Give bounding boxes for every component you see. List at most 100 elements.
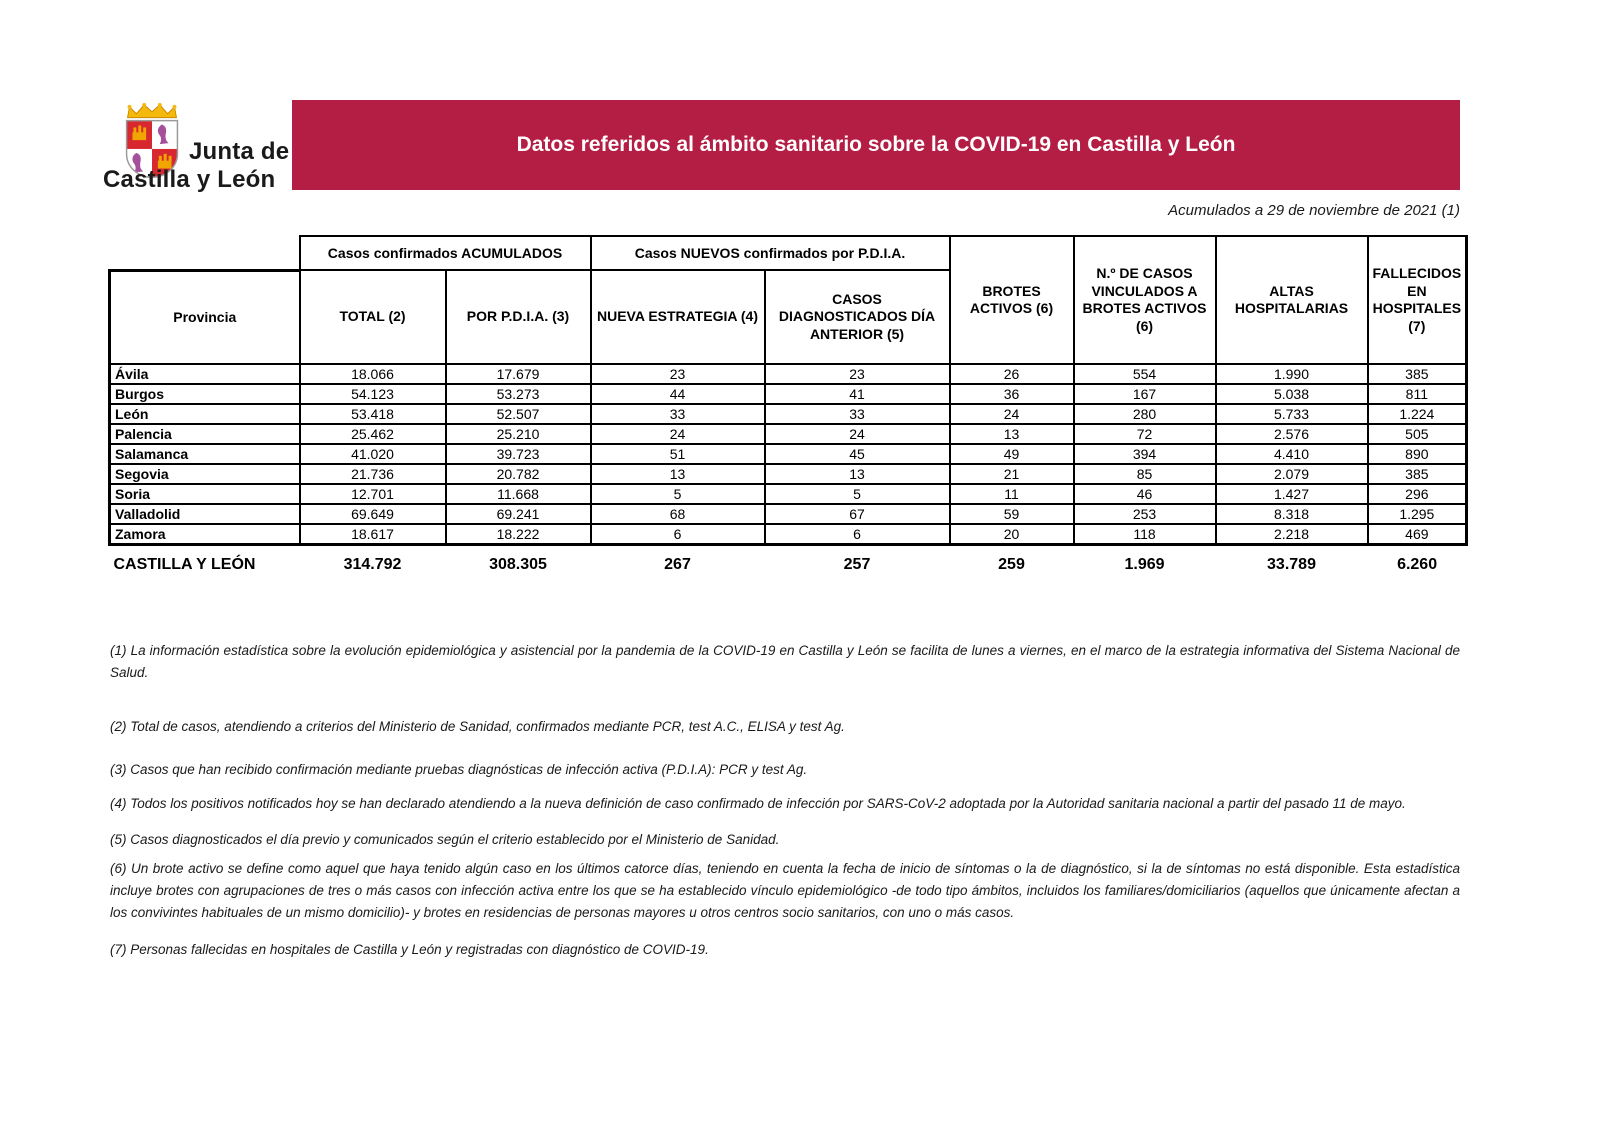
table-row: Segovia 21.736 20.782 13 13 21 85 2.079 385: [108, 463, 1469, 485]
footnotes-section: (1) La información estadística sobre la …: [110, 640, 1460, 962]
value-cell: 4.410: [1214, 443, 1369, 465]
table-row: Ávila 18.066 17.679 23 23 26 554 1.990 385: [108, 363, 1469, 385]
column-header-row: Provincia TOTAL (2) POR P.D.I.A. (3) NUE…: [108, 268, 1467, 365]
value-cell: 25.462: [298, 423, 447, 445]
value-cell: 13: [589, 463, 766, 485]
province-cell: León: [108, 403, 301, 425]
column-header-casos-vinculados: N.º DE CASOS VINCULADOS A BROTES ACTIVOS…: [1072, 235, 1217, 365]
footnote-6: (6) Un brote activo se define como aquel…: [110, 860, 1460, 921]
value-cell: 505: [1366, 423, 1469, 445]
province-cell: Burgos: [108, 383, 301, 405]
value-cell: 253: [1072, 503, 1217, 525]
footnote-5: (5) Casos diagnosticados el día previo y…: [110, 832, 780, 848]
value-cell: 36: [948, 383, 1075, 405]
value-cell: 13: [763, 463, 951, 485]
column-header-casos-diagnosticados: CASOS DIAGNOSTICADOS DÍA ANTERIOR (5): [763, 269, 951, 365]
value-cell: 1.295: [1366, 503, 1469, 525]
value-cell: 1.990: [1214, 363, 1369, 385]
value-cell: 394: [1072, 443, 1217, 465]
value-cell: 33: [589, 403, 766, 425]
value-cell: 41.020: [298, 443, 447, 465]
value-cell: 18.222: [444, 523, 592, 546]
table-row: Burgos 54.123 53.273 44 41 36 167 5.038 811: [108, 383, 1469, 405]
province-cell: Soria: [108, 483, 301, 505]
value-cell: 54.123: [298, 383, 447, 405]
column-header-altas-hospitalarias: ALTAS HOSPITALARIAS: [1214, 235, 1369, 365]
totals-value: 267: [664, 556, 691, 573]
value-cell: 296: [1366, 483, 1469, 505]
table-row: Soria 12.701 11.668 5 5 11 46 1.427 296: [108, 483, 1469, 505]
column-header-brotes-activos: BROTES ACTIVOS (6): [948, 235, 1075, 365]
table-row: Zamora 18.617 18.222 6 6 20 118 2.218 469: [108, 523, 1469, 546]
value-cell: 24: [589, 423, 766, 445]
value-cell: 69.241: [444, 503, 592, 525]
totals-value: 6.260: [1397, 556, 1438, 573]
logo-text-line2: Castilla y León: [103, 166, 276, 193]
province-cell: Segovia: [108, 463, 301, 485]
value-cell: 25.210: [444, 423, 592, 445]
junta-castilla-leon-logo: Junta de Castilla y León: [103, 100, 313, 200]
value-cell: 6: [763, 523, 951, 546]
value-cell: 41: [763, 383, 951, 405]
column-header-provincia: Provincia: [108, 268, 301, 365]
value-cell: 39.723: [444, 443, 592, 465]
value-cell: 53.273: [444, 383, 592, 405]
value-cell: 118: [1072, 523, 1217, 546]
value-cell: 44: [589, 383, 766, 405]
page-title: Datos referidos al ámbito sanitario sobr…: [516, 133, 1236, 156]
value-cell: 18.066: [298, 363, 447, 385]
value-cell: 811: [1366, 383, 1469, 405]
value-cell: 21.736: [298, 463, 447, 485]
footnote-4: (4) Todos los positivos notificados hoy …: [110, 796, 1406, 812]
value-cell: 1.224: [1366, 403, 1469, 425]
totals-row: CASTILLA Y LEÓN 314.792 308.305 267 257 …: [110, 545, 1467, 576]
totals-value: 259: [998, 556, 1025, 573]
value-cell: 280: [1072, 403, 1217, 425]
value-cell: 68: [589, 503, 766, 525]
value-cell: 2.218: [1214, 523, 1369, 546]
province-cell: Zamora: [108, 523, 301, 546]
value-cell: 85: [1072, 463, 1217, 485]
province-cell: Valladolid: [108, 503, 301, 525]
value-cell: 23: [763, 363, 951, 385]
value-cell: 11: [948, 483, 1075, 505]
column-header-nueva-estrategia: NUEVA ESTRATEGIA (4): [589, 269, 766, 365]
province-cell: Salamanca: [108, 443, 301, 465]
value-cell: 5.038: [1214, 383, 1369, 405]
value-cell: 33: [763, 403, 951, 425]
value-cell: 18.617: [298, 523, 447, 546]
value-cell: 24: [763, 423, 951, 445]
table-body: Ávila 18.066 17.679 23 23 26 554 1.990 385 Burgos…: [108, 363, 1469, 546]
value-cell: 385: [1366, 363, 1469, 385]
table-row: León 53.418 52.507 33 33 24 280 5.733 1.224: [108, 403, 1469, 425]
value-cell: 45: [763, 443, 951, 465]
value-cell: 5: [589, 483, 766, 505]
province-cell: Ávila: [108, 363, 301, 385]
value-cell: 8.318: [1214, 503, 1369, 525]
value-cell: 11.668: [444, 483, 592, 505]
footnote-2: (2) Total de casos, atendiendo a criteri…: [110, 718, 845, 734]
value-cell: 20.782: [444, 463, 592, 485]
column-header-fallecidos: FALLECIDOS EN HOSPITALES (7): [1366, 235, 1469, 365]
date-note: Acumulados a 29 de noviembre de 2021 (1): [1168, 202, 1460, 219]
value-cell: 5: [763, 483, 951, 505]
value-cell: 13: [948, 423, 1075, 445]
province-cell: Palencia: [108, 423, 301, 445]
value-cell: 6: [589, 523, 766, 546]
title-banner: Datos referidos al ámbito sanitario sobr…: [292, 100, 1460, 190]
value-cell: 12.701: [298, 483, 447, 505]
covid-data-table: Casos confirmados ACUMULADOS Casos NUEVO…: [108, 235, 1469, 576]
value-cell: 52.507: [444, 403, 592, 425]
table-row: Salamanca 41.020 39.723 51 45 49 394 4.410 890: [108, 443, 1469, 465]
value-cell: 20: [948, 523, 1075, 546]
logo-text-line1: Junta de: [189, 138, 290, 165]
value-cell: 26: [948, 363, 1075, 385]
column-header-por-pdia: POR P.D.I.A. (3): [444, 269, 592, 365]
value-cell: 46: [1072, 483, 1217, 505]
value-cell: 23: [589, 363, 766, 385]
column-header-total: TOTAL (2): [298, 269, 447, 365]
value-cell: 49: [948, 443, 1075, 465]
totals-value: 257: [843, 556, 871, 573]
value-cell: 1.427: [1214, 483, 1369, 505]
